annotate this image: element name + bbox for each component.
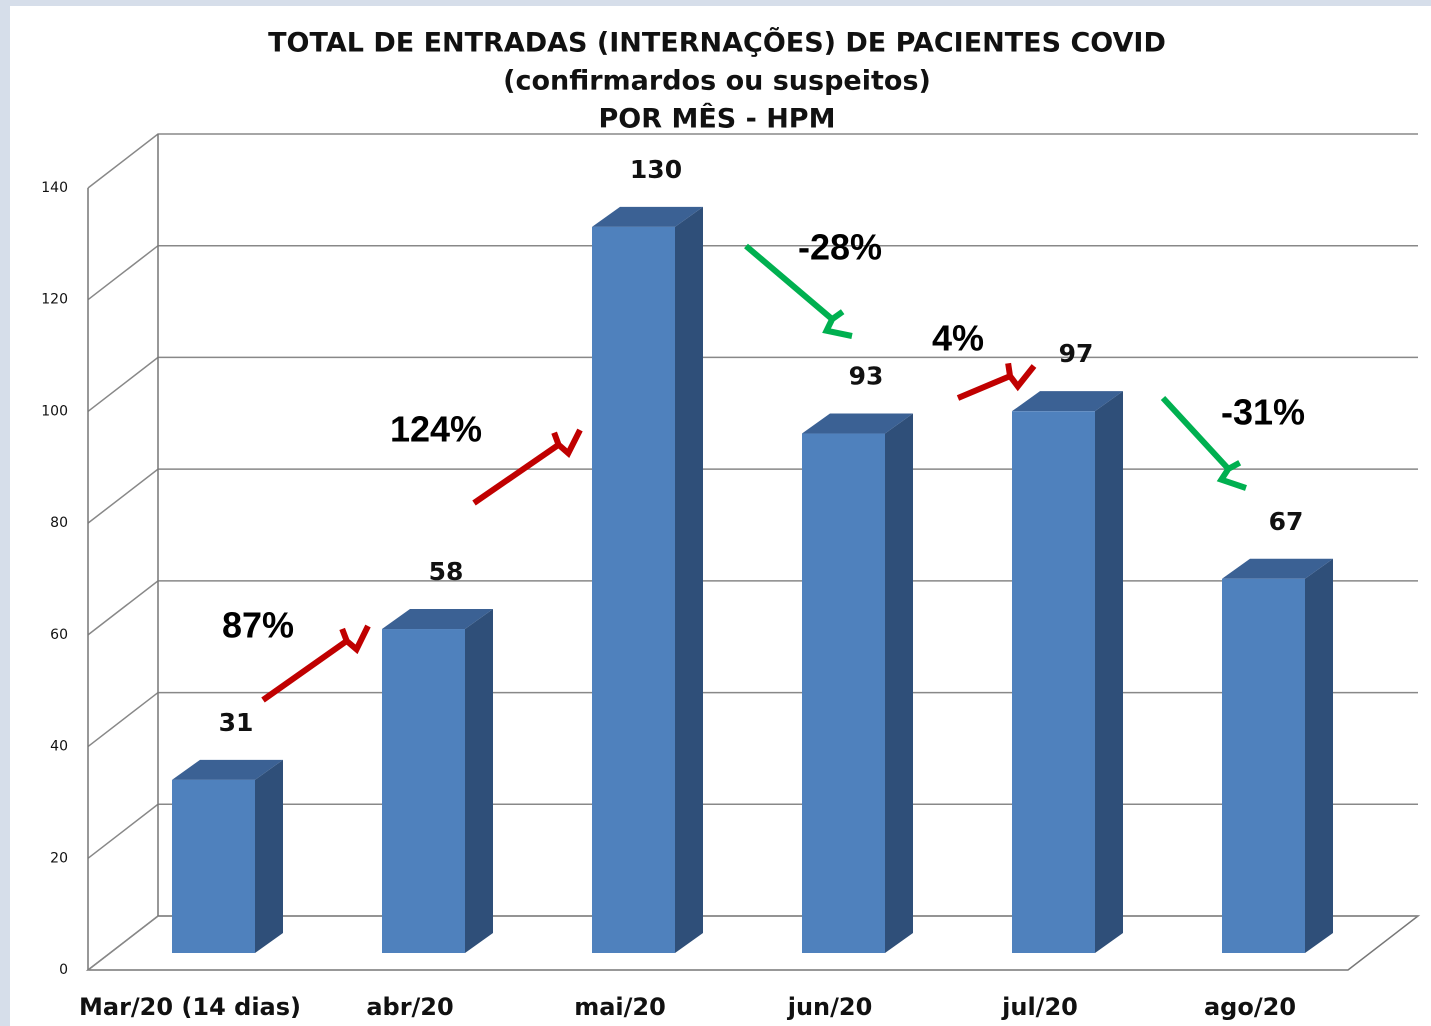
- arrow-head: [551, 428, 583, 459]
- bar: [802, 413, 913, 953]
- x-tick-label: Mar/20 (14 dias): [79, 993, 301, 1021]
- annotation: 4%: [932, 318, 984, 359]
- bar-side: [675, 206, 703, 953]
- bar-top: [592, 206, 703, 227]
- bar-top: [1222, 558, 1333, 579]
- bar-top: [172, 759, 283, 780]
- x-tick-label: ago/20: [1204, 993, 1296, 1021]
- value-label: 130: [630, 155, 682, 184]
- bar-top: [382, 609, 493, 630]
- bar-front: [1222, 578, 1305, 953]
- value-label: 97: [1059, 339, 1094, 368]
- value-label: 58: [429, 557, 464, 586]
- y-tick-label: 60: [50, 627, 68, 643]
- chart-title: (confirmardos ou suspeitos): [503, 66, 931, 97]
- value-label: 67: [1269, 507, 1304, 536]
- annotation: -28%: [798, 227, 882, 268]
- bar: [172, 759, 283, 953]
- chart-title: POR MÊS - HPM: [599, 103, 836, 135]
- bar-top: [802, 413, 913, 434]
- x-tick-label: jul/20: [1001, 993, 1078, 1021]
- bar-side: [465, 609, 493, 953]
- x-tick-label: abr/20: [366, 993, 453, 1021]
- bar-front: [592, 226, 675, 953]
- arrow-shaft: [1160, 395, 1231, 471]
- bar-front: [802, 433, 885, 953]
- y-tick-label: 80: [50, 515, 68, 531]
- y-tick-label: 40: [50, 739, 68, 755]
- x-tick-label: mai/20: [574, 993, 666, 1021]
- arrow-shaft: [744, 243, 835, 322]
- y-tick-label: 120: [41, 292, 68, 308]
- arrow-shaft: [261, 638, 349, 703]
- bar-front: [382, 629, 465, 953]
- bar-side: [1305, 558, 1333, 953]
- y-tick-label: 0: [59, 962, 68, 978]
- annotation: -31%: [1221, 392, 1305, 433]
- bar-side: [255, 759, 283, 953]
- bar: [1012, 391, 1123, 954]
- value-label: 93: [849, 362, 884, 391]
- arrow-head: [1216, 460, 1247, 491]
- floor: [85, 915, 1421, 971]
- annotation: 87%: [222, 605, 294, 646]
- arrow-shaft: [472, 442, 561, 506]
- bar-front: [1012, 411, 1095, 954]
- bar: [382, 609, 493, 953]
- arrow-shaft: [956, 373, 1012, 401]
- bar-side: [885, 413, 913, 953]
- y-tick-label: 140: [41, 180, 68, 196]
- y-tick-label: 20: [50, 850, 68, 866]
- bar-top: [1012, 391, 1123, 412]
- arrow-head: [822, 309, 853, 339]
- chart-title: TOTAL DE ENTRADAS (INTERNAÇÕES) DE PACIE…: [268, 27, 1166, 59]
- arrow-head: [339, 624, 371, 655]
- x-tick-label: jun/20: [787, 993, 873, 1021]
- bar: [1222, 558, 1333, 953]
- value-label: 31: [219, 708, 254, 737]
- y-tick-label: 100: [41, 403, 68, 419]
- bar: [592, 206, 703, 953]
- bar-side: [1095, 391, 1123, 954]
- annotation: 124%: [390, 409, 482, 450]
- arrow-head: [1005, 362, 1037, 392]
- bar-front: [172, 779, 255, 953]
